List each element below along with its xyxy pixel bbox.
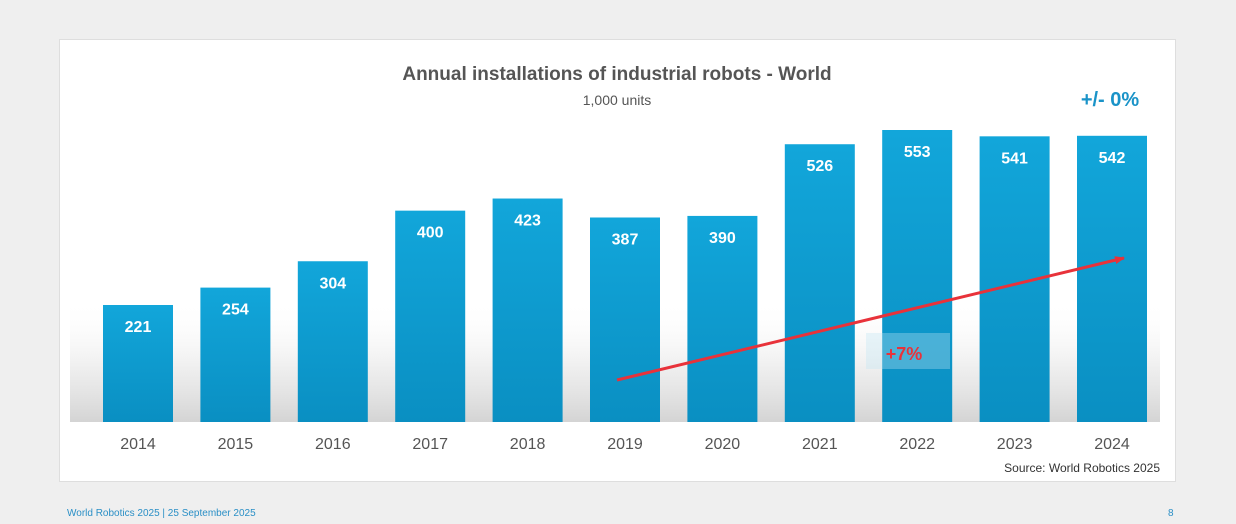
chart-title: Annual installations of industrial robot…	[402, 64, 831, 85]
bar-value-label-2016: 304	[319, 275, 346, 292]
trend-label: +7%	[886, 344, 923, 364]
bar-2017	[395, 210, 466, 422]
x-tick-label-2016: 2016	[315, 436, 351, 453]
bar-2015	[200, 287, 271, 422]
bar-value-label-2018: 423	[514, 213, 541, 230]
bar-value-label-2021: 526	[806, 158, 833, 175]
trend-arrow	[616, 256, 1125, 382]
bars: 221 2014 254 2015 304 2016 400 2017 423 2018 387 20…	[103, 130, 1147, 453]
trend-label-box	[866, 333, 950, 369]
x-tick-label-2019: 2019	[607, 436, 643, 453]
bar-value-label-2019: 387	[612, 232, 639, 249]
bar-value-label-2015: 254	[222, 302, 249, 319]
source-note: Source: World Robotics 2025	[1004, 461, 1160, 475]
bar-2019	[590, 217, 660, 422]
x-tick-label-2014: 2014	[120, 436, 156, 453]
x-tick-label-2020: 2020	[705, 436, 741, 453]
bar-2021	[784, 144, 855, 422]
bar-value-label-2020: 390	[709, 230, 736, 247]
bar-2014	[103, 305, 173, 422]
bar-2022	[882, 130, 953, 422]
bar-2020	[687, 215, 758, 422]
x-tick-label-2024: 2024	[1094, 436, 1130, 453]
bar-2018	[492, 198, 563, 422]
bar-2024	[1077, 135, 1147, 422]
bar-value-label-2023: 541	[1001, 150, 1028, 167]
x-tick-label-2023: 2023	[997, 436, 1033, 453]
change-annotation: +/- 0%	[1081, 89, 1140, 111]
bar-value-label-2014: 221	[125, 319, 152, 336]
bar-value-label-2022: 553	[904, 144, 931, 161]
x-tick-label-2017: 2017	[412, 436, 448, 453]
page-number: 8	[1168, 508, 1174, 519]
bar-2016	[297, 261, 368, 422]
chart-subtitle: 1,000 units	[583, 92, 652, 108]
x-tick-label-2022: 2022	[899, 436, 935, 453]
x-tick-label-2021: 2021	[802, 436, 838, 453]
x-tick-label-2015: 2015	[218, 436, 254, 453]
bar-value-label-2024: 542	[1099, 150, 1126, 167]
footer-text: World Robotics 2025 | 25 September 2025	[67, 508, 256, 519]
bar-value-label-2017: 400	[417, 225, 444, 242]
x-tick-label-2018: 2018	[510, 436, 546, 453]
